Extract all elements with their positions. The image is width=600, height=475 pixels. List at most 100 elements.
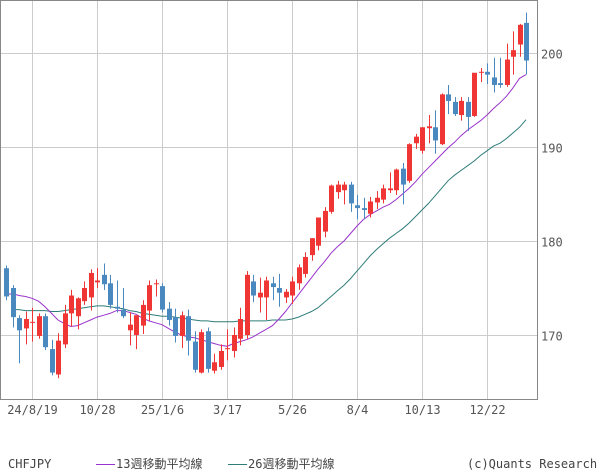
candle [368,196,373,218]
candle [290,276,295,304]
y-axis: 170 180 190 200 [541,48,563,344]
copyright-text: (c)Quants Research [467,457,598,471]
candle [37,313,42,339]
candle [43,313,48,351]
candle [485,63,490,85]
candle [524,12,529,75]
candle [258,277,263,313]
y-tick-label: 170 [541,330,563,344]
candle [115,280,120,313]
copyright: (c)Quants Research [467,457,597,471]
candle [459,97,464,121]
symbol-label: CHFJPY [8,457,52,471]
candle [381,184,386,204]
x-axis: 24/8/19 10/28 25/1/6 3/17 5/26 8/4 10/13 12/22 [7,403,505,417]
candle [407,143,412,183]
candle [323,207,328,238]
x-tick-label: 5/26 [278,403,307,417]
candle [50,339,55,376]
y-tick-label: 190 [541,142,563,156]
candle [342,181,347,205]
candle [479,68,484,83]
candle [453,97,458,116]
candle [284,288,289,304]
x-tick-label: 12/22 [469,403,505,417]
candle [89,269,94,311]
candle [401,162,406,205]
candle [128,312,133,346]
candle [336,180,341,199]
candle [394,168,399,195]
candle [160,283,165,313]
candle [492,57,497,93]
candle [505,43,510,87]
candle [238,307,243,346]
ma13-label: 13週移動平均線 [116,457,203,471]
candle [186,309,191,356]
ma13-line [5,74,527,347]
candle [271,276,276,301]
candle [303,252,308,278]
candle [297,264,302,290]
candle [193,331,198,373]
candle [199,329,204,374]
candle [388,172,393,194]
candle [310,238,315,261]
candle [147,280,152,321]
candle [141,300,146,335]
candle [518,23,523,57]
candle [472,72,477,117]
x-tick-label: 3/17 [213,403,242,417]
candle [440,93,445,146]
plot-frame [0,0,538,400]
candle [251,274,256,303]
candle [446,84,451,115]
legend-ma26: 26週移動平均線 [228,457,334,471]
candle [30,307,35,342]
candle [362,197,367,220]
candle [56,333,61,379]
candle [63,304,68,349]
candle [420,127,425,154]
candle [375,191,380,210]
candle [427,115,432,144]
ma26-swatch-icon [228,464,247,465]
x-tick-label: 25/1/6 [141,403,184,417]
candle [76,297,81,330]
candle [498,57,503,88]
candle [180,311,185,349]
candles [4,12,529,379]
candle [69,289,74,327]
candle [219,344,224,370]
candle [82,281,87,305]
candle [414,133,419,149]
candle [316,217,321,251]
ma13-swatch-icon [96,464,115,465]
candle [121,288,126,319]
legend-symbol: CHFJPY [8,457,51,471]
ma26-label: 26週移動平均線 [248,457,335,471]
candle [225,329,230,361]
candle [206,327,211,373]
candle [108,274,113,309]
candle [277,273,282,307]
candle [511,31,516,75]
candle [232,327,237,358]
candle [167,302,172,326]
candle [4,265,9,301]
x-tick-label: 8/4 [347,403,369,417]
x-tick-label: 24/8/19 [7,403,58,417]
gridlines [0,0,537,399]
candle [24,311,29,345]
y-tick-label: 180 [541,236,563,250]
candle [17,315,22,364]
candle [433,110,438,154]
candle [264,276,269,320]
candle [95,268,100,288]
candle [154,279,159,297]
x-tick-label: 10/13 [404,403,440,417]
legend-ma13: 13週移動平均線 [96,457,202,471]
candle [349,181,354,212]
x-tick-label: 10/28 [79,403,115,417]
